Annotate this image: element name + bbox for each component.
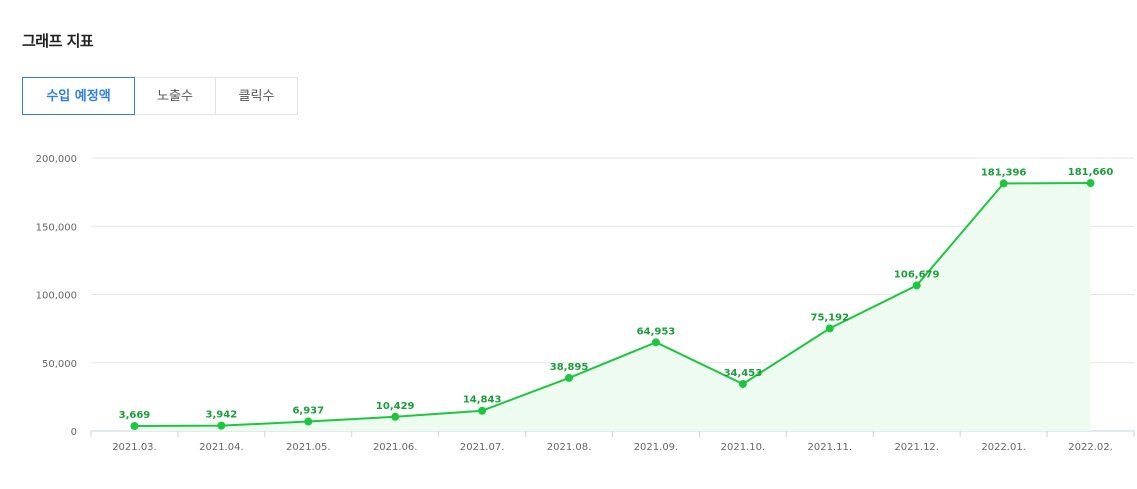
- x-tick-label: 2021.03.: [112, 442, 157, 453]
- x-tick-label: 2021.05.: [286, 442, 331, 453]
- data-point: [304, 417, 313, 426]
- tab-impressions[interactable]: 노출수: [135, 77, 216, 115]
- x-tick-label: 2021.11.: [808, 442, 853, 453]
- x-tick-label: 2021.04.: [199, 442, 244, 453]
- x-tick-label: 2021.09.: [634, 442, 679, 453]
- data-label: 75,192: [810, 312, 849, 323]
- y-tick-label: 150,000: [36, 222, 77, 233]
- x-tick-label: 2021.08.: [547, 442, 592, 453]
- y-tick-label: 50,000: [42, 359, 77, 370]
- data-point: [217, 421, 226, 430]
- data-label: 6,937: [292, 406, 324, 417]
- tab-clicks[interactable]: 클릭수: [216, 77, 298, 115]
- x-tick-label: 2021.12.: [894, 442, 939, 453]
- data-label: 38,895: [550, 362, 589, 373]
- data-point: [478, 406, 487, 415]
- x-tick-label: 2022.02.: [1068, 442, 1113, 453]
- section-title: 그래프 지표: [22, 32, 94, 50]
- data-label: 3,942: [206, 410, 238, 421]
- data-label: 10,429: [376, 401, 415, 412]
- x-tick-label: 2021.07.: [460, 442, 505, 453]
- data-label: 106,679: [894, 269, 940, 280]
- data-point: [999, 179, 1008, 188]
- data-point: [391, 412, 400, 421]
- data-label: 14,843: [463, 395, 502, 406]
- x-tick-label: 2022.01.: [981, 442, 1026, 453]
- series-line: [134, 182, 1091, 427]
- series-area: [134, 183, 1091, 431]
- data-point: [738, 379, 747, 388]
- data-label: 64,953: [637, 326, 676, 337]
- y-tick-label: 100,000: [36, 291, 77, 302]
- data-label: 181,396: [981, 167, 1027, 178]
- y-tick-label: 200,000: [36, 154, 77, 165]
- data-point: [912, 281, 921, 290]
- data-point: [565, 373, 574, 382]
- data-point: [825, 324, 834, 333]
- data-point: [1086, 179, 1095, 188]
- y-tick-label: 0: [71, 427, 77, 438]
- data-label: 34,453: [724, 368, 763, 379]
- data-point: [130, 421, 139, 430]
- data-label: 181,660: [1068, 167, 1114, 178]
- data-point: [651, 338, 660, 347]
- x-tick-label: 2021.10.: [721, 442, 766, 453]
- metric-tabs: 수입 예정액 노출수 클릭수: [22, 77, 298, 115]
- tab-expected-revenue[interactable]: 수입 예정액: [22, 77, 135, 115]
- data-label: 3,669: [119, 410, 151, 421]
- x-tick-label: 2021.06.: [373, 442, 418, 453]
